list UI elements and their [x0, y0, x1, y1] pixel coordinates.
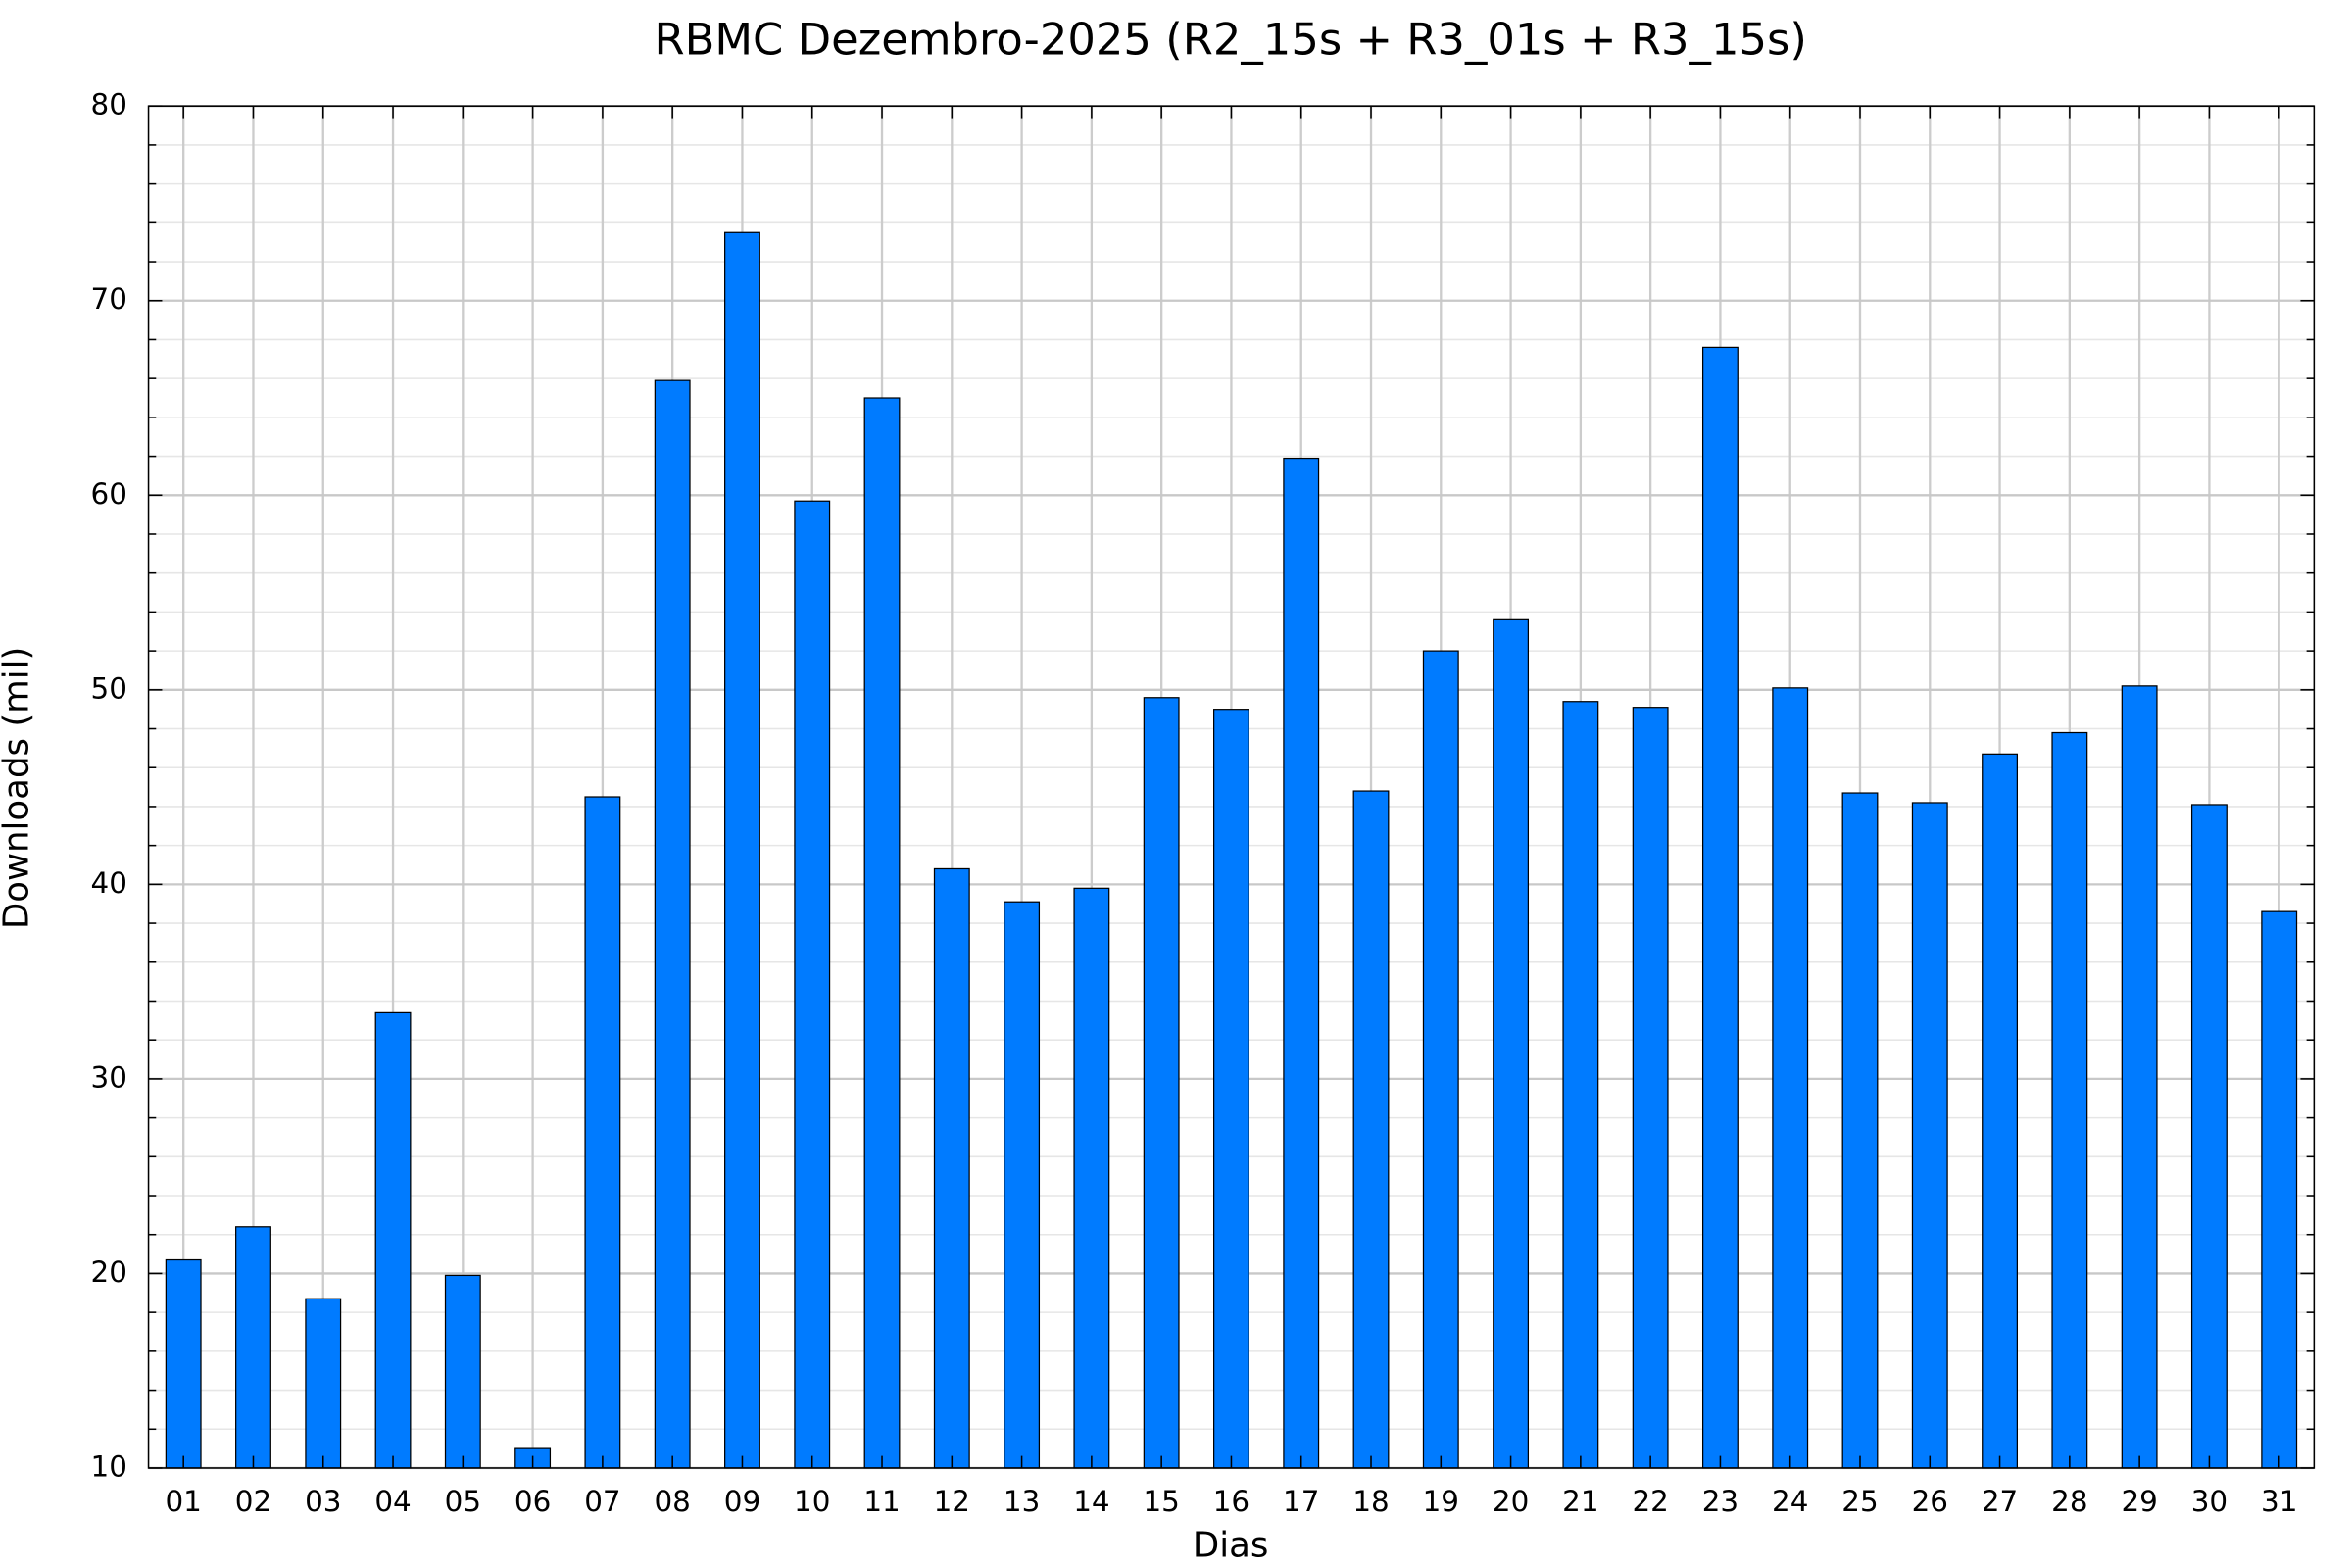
x-tick-label: 26 [1912, 1485, 1948, 1518]
x-tick-label: 11 [863, 1485, 900, 1518]
bar [584, 796, 621, 1469]
bar [654, 379, 691, 1469]
x-tick-label: 12 [934, 1485, 970, 1518]
bar [1073, 887, 1110, 1469]
chart-title: RBMC Dezembro-2025 (R2_15s + R3_01s + R3… [654, 13, 1806, 65]
bar [794, 500, 831, 1469]
x-tick-label: 19 [1423, 1485, 1459, 1518]
x-tick-label: 16 [1213, 1485, 1250, 1518]
x-tick-label: 10 [794, 1485, 830, 1518]
y-tick-label: 70 [91, 282, 127, 316]
plot-frame [147, 105, 2316, 1469]
x-tick-label: 22 [1632, 1485, 1668, 1518]
x-tick-label: 23 [1702, 1485, 1739, 1518]
x-tick-label: 28 [2051, 1485, 2087, 1518]
x-tick-label: 01 [166, 1485, 202, 1518]
x-tick-label: 06 [514, 1485, 551, 1518]
y-tick-label: 50 [91, 671, 127, 705]
x-tick-label: 20 [1493, 1485, 1529, 1518]
x-tick-label: 04 [374, 1485, 411, 1518]
bar [165, 1258, 202, 1469]
bar [1911, 802, 1948, 1469]
bar [1004, 901, 1041, 1469]
bar [444, 1274, 481, 1469]
x-tick-label: 09 [724, 1485, 760, 1518]
x-tick-label: 27 [1982, 1485, 2018, 1518]
y-axis-label: Downloads (mil) [0, 647, 37, 930]
bar [2121, 685, 2158, 1469]
y-tick-label: 80 [91, 88, 127, 122]
bar [1562, 701, 1599, 1469]
x-tick-label: 07 [584, 1485, 620, 1518]
x-tick-label: 13 [1004, 1485, 1040, 1518]
x-tick-label: 21 [1562, 1485, 1598, 1518]
bar [933, 867, 970, 1469]
bar [2190, 804, 2228, 1469]
x-tick-label: 17 [1283, 1485, 1319, 1518]
x-tick-label: 24 [1772, 1485, 1808, 1518]
x-tick-label: 05 [445, 1485, 481, 1518]
x-tick-label: 02 [235, 1485, 271, 1518]
y-tick-label: 20 [91, 1255, 127, 1289]
bar [1772, 687, 1809, 1469]
x-axis-label: Dias [1193, 1525, 1269, 1565]
x-tick-label: 15 [1143, 1485, 1179, 1518]
bar [1283, 457, 1320, 1469]
y-tick-label: 40 [91, 866, 127, 900]
x-tick-label: 29 [2121, 1485, 2157, 1518]
x-tick-label: 03 [305, 1485, 341, 1518]
bar [863, 397, 901, 1469]
bar [1982, 753, 2019, 1469]
x-tick-label: 25 [1841, 1485, 1878, 1518]
bar [235, 1226, 271, 1469]
x-tick-label: 08 [654, 1485, 690, 1518]
bar [374, 1011, 412, 1469]
x-tick-label: 31 [2261, 1485, 2297, 1518]
x-tick-label: 30 [2191, 1485, 2228, 1518]
bar [1493, 618, 1530, 1469]
bar [1352, 790, 1390, 1469]
bar [2051, 731, 2088, 1469]
y-tick-label: 60 [91, 477, 127, 511]
bar [1841, 792, 1879, 1469]
bar [305, 1298, 342, 1469]
bar [1422, 650, 1459, 1469]
bar [724, 231, 760, 1469]
bar [1213, 709, 1250, 1469]
bar [2261, 910, 2298, 1469]
x-tick-label: 18 [1352, 1485, 1389, 1518]
bar [1143, 697, 1180, 1469]
bar [1701, 346, 1739, 1469]
bar [1632, 707, 1669, 1469]
y-tick-label: 30 [91, 1060, 127, 1094]
x-tick-label: 14 [1073, 1485, 1109, 1518]
y-tick-label: 10 [91, 1449, 127, 1483]
